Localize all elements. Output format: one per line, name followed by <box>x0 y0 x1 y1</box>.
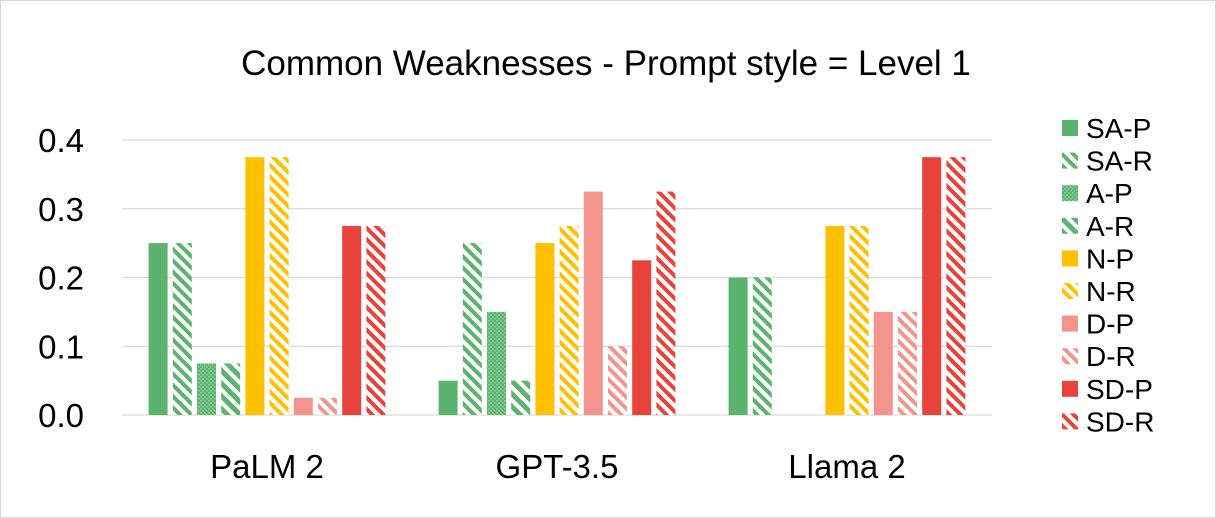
legend-swatch <box>1062 217 1078 234</box>
x-tick-label: PaLM 2 <box>210 448 324 485</box>
bar-d-p-gpt-3-5 <box>583 191 603 415</box>
legend-item-n-p: N-P <box>1062 243 1134 274</box>
legend-swatch <box>1062 120 1078 136</box>
legend-swatch <box>1062 152 1078 169</box>
legend-label: N-R <box>1086 276 1136 307</box>
bar-a-p-gpt-3-5 <box>487 311 506 415</box>
bar-d-p-llama-2 <box>873 311 893 415</box>
legend-swatch <box>1062 380 1078 397</box>
legend-label: N-P <box>1086 243 1134 274</box>
bar-n-r-gpt-3-5 <box>559 225 579 415</box>
x-tick-label: GPT-3.5 <box>496 448 619 485</box>
legend-item-a-r: A-R <box>1062 211 1134 242</box>
legend-label: SD-R <box>1086 406 1154 437</box>
bar-sd-p-palm-2 <box>342 225 362 415</box>
chart-title: Common Weaknesses - Prompt style = Level… <box>241 44 971 83</box>
bar-sa-r-palm-2 <box>172 243 192 415</box>
legend-item-sa-r: SA-R <box>1062 146 1153 177</box>
legend-swatch <box>1062 283 1078 299</box>
y-axis-ticks: 0.0 0.1 0.2 0.3 0.4 <box>38 122 84 434</box>
bar-sd-p-llama-2 <box>922 157 942 415</box>
legend-label: A-P <box>1086 178 1133 209</box>
bar-sa-p-llama-2 <box>728 277 748 415</box>
legend: SA-PSA-RA-PA-RN-PN-RD-PD-RSD-PSD-R <box>1062 113 1154 437</box>
y-tick-label: 0.2 <box>38 260 84 297</box>
bar-d-r-llama-2 <box>898 311 917 415</box>
y-tick-label: 0.3 <box>38 191 84 228</box>
bar-a-r-palm-2 <box>221 363 241 415</box>
legend-swatch <box>1062 413 1078 430</box>
legend-label: SA-P <box>1086 113 1151 144</box>
x-axis-ticks: PaLM 2 GPT-3.5 Llama 2 <box>210 448 906 485</box>
bars <box>148 157 966 415</box>
bar-sd-p-gpt-3-5 <box>632 260 652 415</box>
bar-d-r-palm-2 <box>318 397 337 415</box>
bar-n-r-llama-2 <box>849 225 869 415</box>
bar-n-p-llama-2 <box>825 225 845 415</box>
legend-label: A-R <box>1086 211 1134 242</box>
gridlines <box>122 139 992 416</box>
bar-n-p-palm-2 <box>245 157 265 415</box>
bar-sa-r-llama-2 <box>752 277 772 415</box>
bar-sd-r-llama-2 <box>946 157 966 415</box>
y-tick-label: 0.0 <box>38 397 84 434</box>
legend-swatch <box>1062 185 1078 202</box>
y-tick-label: 0.4 <box>38 122 84 159</box>
legend-item-a-p: A-P <box>1062 178 1133 209</box>
bar-n-r-palm-2 <box>269 157 289 415</box>
bar-sa-p-gpt-3-5 <box>438 380 458 415</box>
bar-sa-p-palm-2 <box>148 243 168 415</box>
legend-label: SD-P <box>1086 374 1153 405</box>
legend-item-d-p: D-P <box>1062 309 1134 340</box>
legend-item-sd-p: SD-P <box>1062 374 1153 405</box>
bar-d-r-gpt-3-5 <box>608 346 627 415</box>
legend-label: SA-R <box>1086 146 1153 177</box>
bar-sd-r-palm-2 <box>366 225 386 415</box>
legend-swatch <box>1062 348 1078 365</box>
legend-item-d-r: D-R <box>1062 341 1136 372</box>
bar-d-p-palm-2 <box>293 397 313 415</box>
legend-label: D-P <box>1086 309 1134 340</box>
legend-item-n-r: N-R <box>1062 276 1136 307</box>
bar-a-p-palm-2 <box>197 363 216 415</box>
legend-item-sd-r: SD-R <box>1062 406 1154 437</box>
legend-item-sa-p: SA-P <box>1062 113 1151 144</box>
y-tick-label: 0.1 <box>38 328 84 365</box>
legend-swatch <box>1062 250 1078 267</box>
bar-n-p-gpt-3-5 <box>535 243 555 415</box>
bar-a-r-gpt-3-5 <box>511 380 531 415</box>
bar-sa-r-gpt-3-5 <box>462 243 482 415</box>
bar-sd-r-gpt-3-5 <box>656 191 676 415</box>
legend-label: D-R <box>1086 341 1136 372</box>
x-tick-label: Llama 2 <box>788 448 905 485</box>
legend-swatch <box>1062 315 1078 332</box>
